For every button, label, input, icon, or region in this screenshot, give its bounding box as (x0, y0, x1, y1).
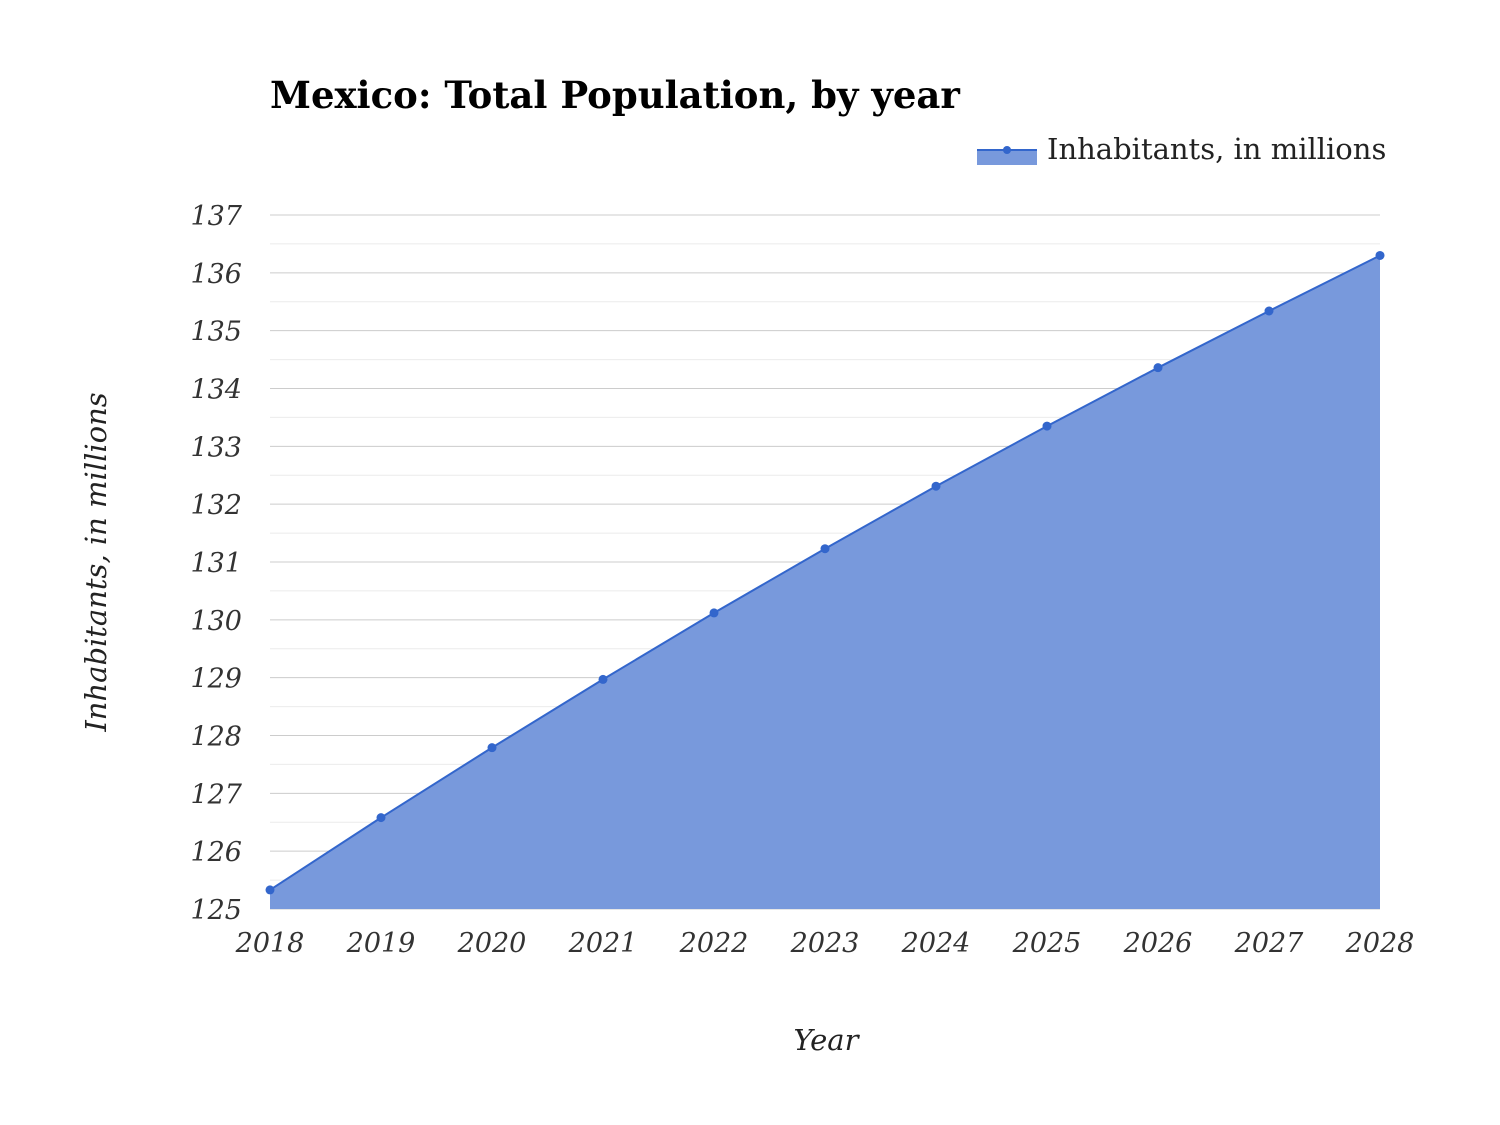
x-tick-label: 2023 (790, 928, 860, 959)
x-tick-label: 2022 (679, 928, 749, 959)
legend: Inhabitants, in millions (977, 132, 1386, 166)
y-tick-label: 136 (190, 259, 242, 290)
y-tick-label: 130 (190, 606, 242, 637)
x-tick-label: 2018 (235, 928, 305, 959)
data-point-2028 (1375, 250, 1385, 260)
chart-title: Mexico: Total Population, by year (270, 73, 960, 117)
y-tick-label: 131 (190, 548, 242, 579)
x-tick-label: 2026 (1123, 928, 1193, 959)
area-fill (270, 255, 1380, 909)
y-tick-label: 135 (190, 317, 242, 348)
y-tick-label: 132 (190, 490, 242, 521)
data-point-2018 (265, 885, 275, 895)
legend-swatch-marker (1003, 146, 1011, 154)
x-tick-label: 2027 (1234, 928, 1305, 959)
data-point-2019 (376, 813, 386, 823)
x-tick-label: 2019 (346, 928, 416, 959)
y-tick-label: 133 (190, 432, 242, 463)
x-tick-label: 2020 (457, 928, 527, 959)
legend-label: Inhabitants, in millions (1047, 132, 1386, 166)
y-axis-ticks: 125 126 127 128 129 130 131 132 133 134 135 136 137 (190, 201, 242, 926)
y-tick-label: 134 (190, 375, 242, 406)
y-axis-title: Inhabitants, in millions (79, 392, 113, 732)
y-tick-label: 127 (190, 779, 242, 810)
x-tick-label: 2024 (901, 928, 971, 959)
x-axis-title: Year (794, 1023, 861, 1057)
data-point-2026 (1153, 363, 1163, 373)
y-tick-label: 137 (190, 201, 242, 232)
x-axis-ticks: 2018 2019 2020 2021 2022 2023 2024 2025 2026 2027… (235, 928, 1415, 959)
y-tick-label: 125 (190, 895, 242, 926)
y-tick-label: 126 (190, 837, 242, 868)
data-point-2025 (1042, 421, 1052, 431)
area-series (265, 250, 1385, 909)
data-point-2023 (820, 544, 830, 554)
x-tick-label: 2021 (568, 928, 638, 959)
x-tick-label: 2028 (1345, 928, 1415, 959)
legend-swatch-fill (977, 150, 1037, 165)
data-point-2020 (487, 743, 497, 753)
x-tick-label: 2025 (1012, 928, 1082, 959)
data-point-2024 (931, 481, 941, 491)
data-point-2027 (1264, 306, 1274, 316)
data-point-2021 (598, 674, 608, 684)
y-tick-label: 128 (190, 722, 242, 753)
y-tick-label: 129 (190, 664, 242, 695)
data-point-2022 (709, 608, 719, 618)
